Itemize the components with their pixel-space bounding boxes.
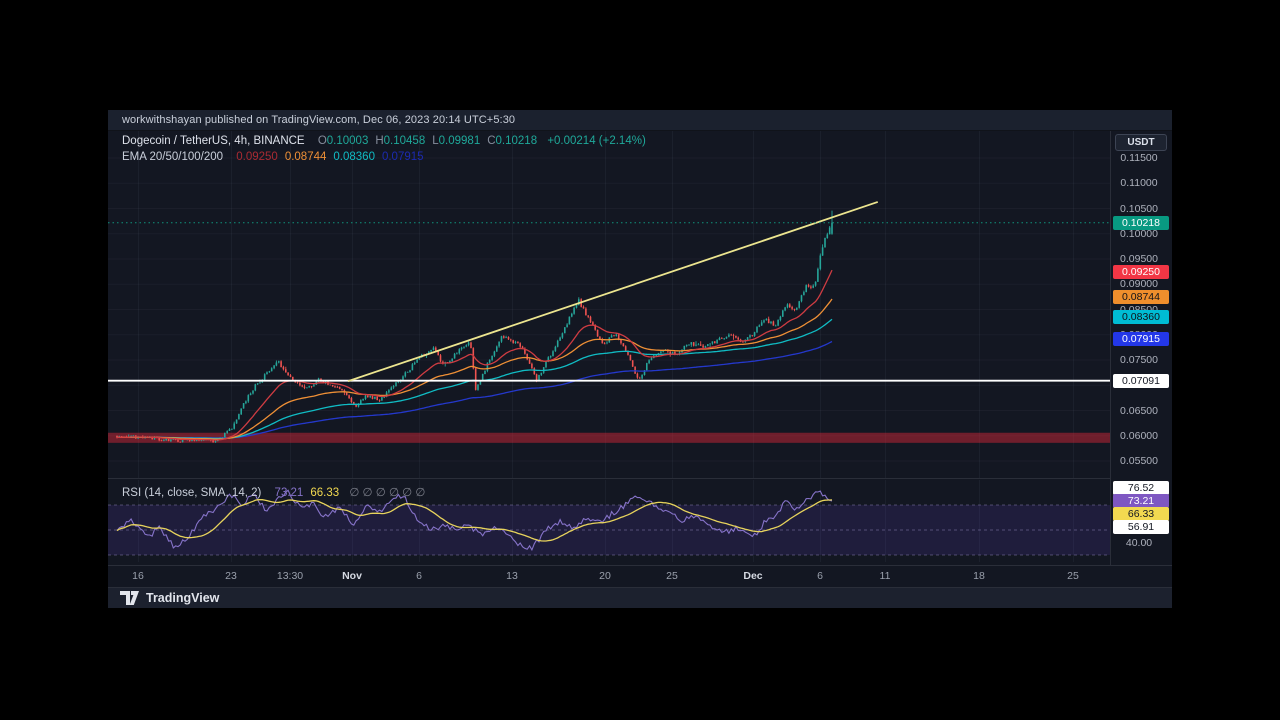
price-tick-label: 0.11500 xyxy=(1120,152,1158,165)
price-tick-label: 0.09000 xyxy=(1120,278,1158,291)
rsi-badge: 66.33 xyxy=(1113,506,1169,521)
ema-values: 0.09250 0.08744 0.08360 0.07915 xyxy=(236,151,430,163)
price-tick-label: 0.06000 xyxy=(1120,429,1158,442)
price-badge: 0.07091 xyxy=(1113,373,1169,388)
symbol-legend[interactable]: Dogecoin / TetherUS, 4h, BINANCE O0.1000… xyxy=(122,135,646,147)
time-tick-label: 20 xyxy=(599,570,611,582)
chart-plot-area[interactable] xyxy=(108,131,1110,565)
ohlc-value: O0.10003 xyxy=(317,135,369,147)
tradingview-logo-icon[interactable] xyxy=(120,591,139,605)
time-tick-label: 25 xyxy=(1067,570,1079,582)
price-chart[interactable] xyxy=(108,131,1110,478)
ema-value: 0.08744 xyxy=(284,151,327,163)
price-badge: 0.07915 xyxy=(1113,332,1169,347)
price-badge: 0.08744 xyxy=(1113,290,1169,305)
rsi-empty-values: ∅ ∅ ∅ ∅ ∅ ∅ xyxy=(349,487,426,499)
ohlc-values: O0.10003 H0.10458 L0.09981 C0.10218 xyxy=(318,135,544,147)
price-tick-label: 0.07500 xyxy=(1120,354,1158,367)
pane-separator[interactable] xyxy=(108,478,1172,479)
ohlc-value: L0.09981 xyxy=(432,135,481,147)
price-tick-label: 0.10000 xyxy=(1120,227,1158,240)
price-badge: 0.10218 xyxy=(1113,215,1169,230)
time-tick-label: 23 xyxy=(225,570,237,582)
time-tick-label: 6 xyxy=(416,570,422,582)
publish-header-text: workwithshayan published on TradingView.… xyxy=(122,114,516,126)
ema-value: 0.08360 xyxy=(333,151,375,163)
time-tick-label: 13 xyxy=(506,570,518,582)
price-badge: 0.08360 xyxy=(1113,309,1169,324)
rsi-legend-label[interactable]: RSI (14, close, SMA, 14, 2) xyxy=(122,487,262,499)
ema-value: 0.09250 xyxy=(236,151,278,163)
rsi-value: 73.21 xyxy=(274,487,304,499)
rsi-values: 73.21 66.33 xyxy=(275,487,347,499)
time-tick-label: 16 xyxy=(132,570,144,582)
price-tick-label: 0.11000 xyxy=(1120,177,1158,190)
change-value: +0.00214 (+2.14%) xyxy=(547,135,646,147)
price-scale[interactable]: USDT 0.11500 0.11000 0.10500 0.10000 0.09500… xyxy=(1110,131,1172,565)
price-badge: 0.09250 xyxy=(1113,264,1169,279)
tradingview-screenshot: workwithshayan published on TradingView.… xyxy=(108,110,1172,608)
price-tick-label: 0.05500 xyxy=(1120,455,1158,468)
rsi-tick-label: 40.00 xyxy=(1125,536,1153,549)
rsi-value: 66.33 xyxy=(310,487,340,499)
ohlc-value: C0.10218 xyxy=(487,135,538,147)
footer-bar: TradingView xyxy=(108,587,1172,608)
rsi-chart[interactable] xyxy=(108,480,1110,562)
ema-value: 0.07915 xyxy=(381,151,424,163)
rsi-badge: 56.91 xyxy=(1113,519,1169,534)
price-tick-label: 0.10500 xyxy=(1120,202,1158,215)
ohlc-value: H0.10458 xyxy=(375,135,426,147)
ema-legend-label[interactable]: EMA 20/50/100/200 xyxy=(122,151,224,163)
publish-header: workwithshayan published on TradingView.… xyxy=(108,110,1172,131)
time-tick-label: 25 xyxy=(666,570,678,582)
time-tick-label: 6 xyxy=(817,570,823,582)
rsi-legend[interactable]: RSI (14, close, SMA, 14, 2) 73.21 66.33 ∅… xyxy=(122,485,425,499)
brand-text: TradingView xyxy=(146,591,220,605)
time-tick-label: 11 xyxy=(879,570,891,582)
ema-legend[interactable]: EMA 20/50/100/200 0.09250 0.08744 0.08360 0… xyxy=(122,151,431,163)
time-axis[interactable]: 16 23 13:30 Nov 6 13 20 25 Dec 6 11 18 25 xyxy=(108,565,1172,587)
rsi-badge: 76.52 xyxy=(1113,480,1169,495)
time-tick-label: Nov xyxy=(342,570,362,582)
currency-toggle-button[interactable]: USDT xyxy=(1115,134,1167,151)
time-tick-label: 18 xyxy=(973,570,985,582)
time-tick-label: 13:30 xyxy=(276,570,304,582)
rsi-badge: 73.21 xyxy=(1113,493,1169,508)
time-tick-label: Dec xyxy=(743,570,763,582)
symbol-title[interactable]: Dogecoin / TetherUS, 4h, BINANCE xyxy=(122,135,305,147)
price-tick-label: 0.06500 xyxy=(1120,404,1158,417)
price-tick-label: 0.09500 xyxy=(1120,253,1158,266)
